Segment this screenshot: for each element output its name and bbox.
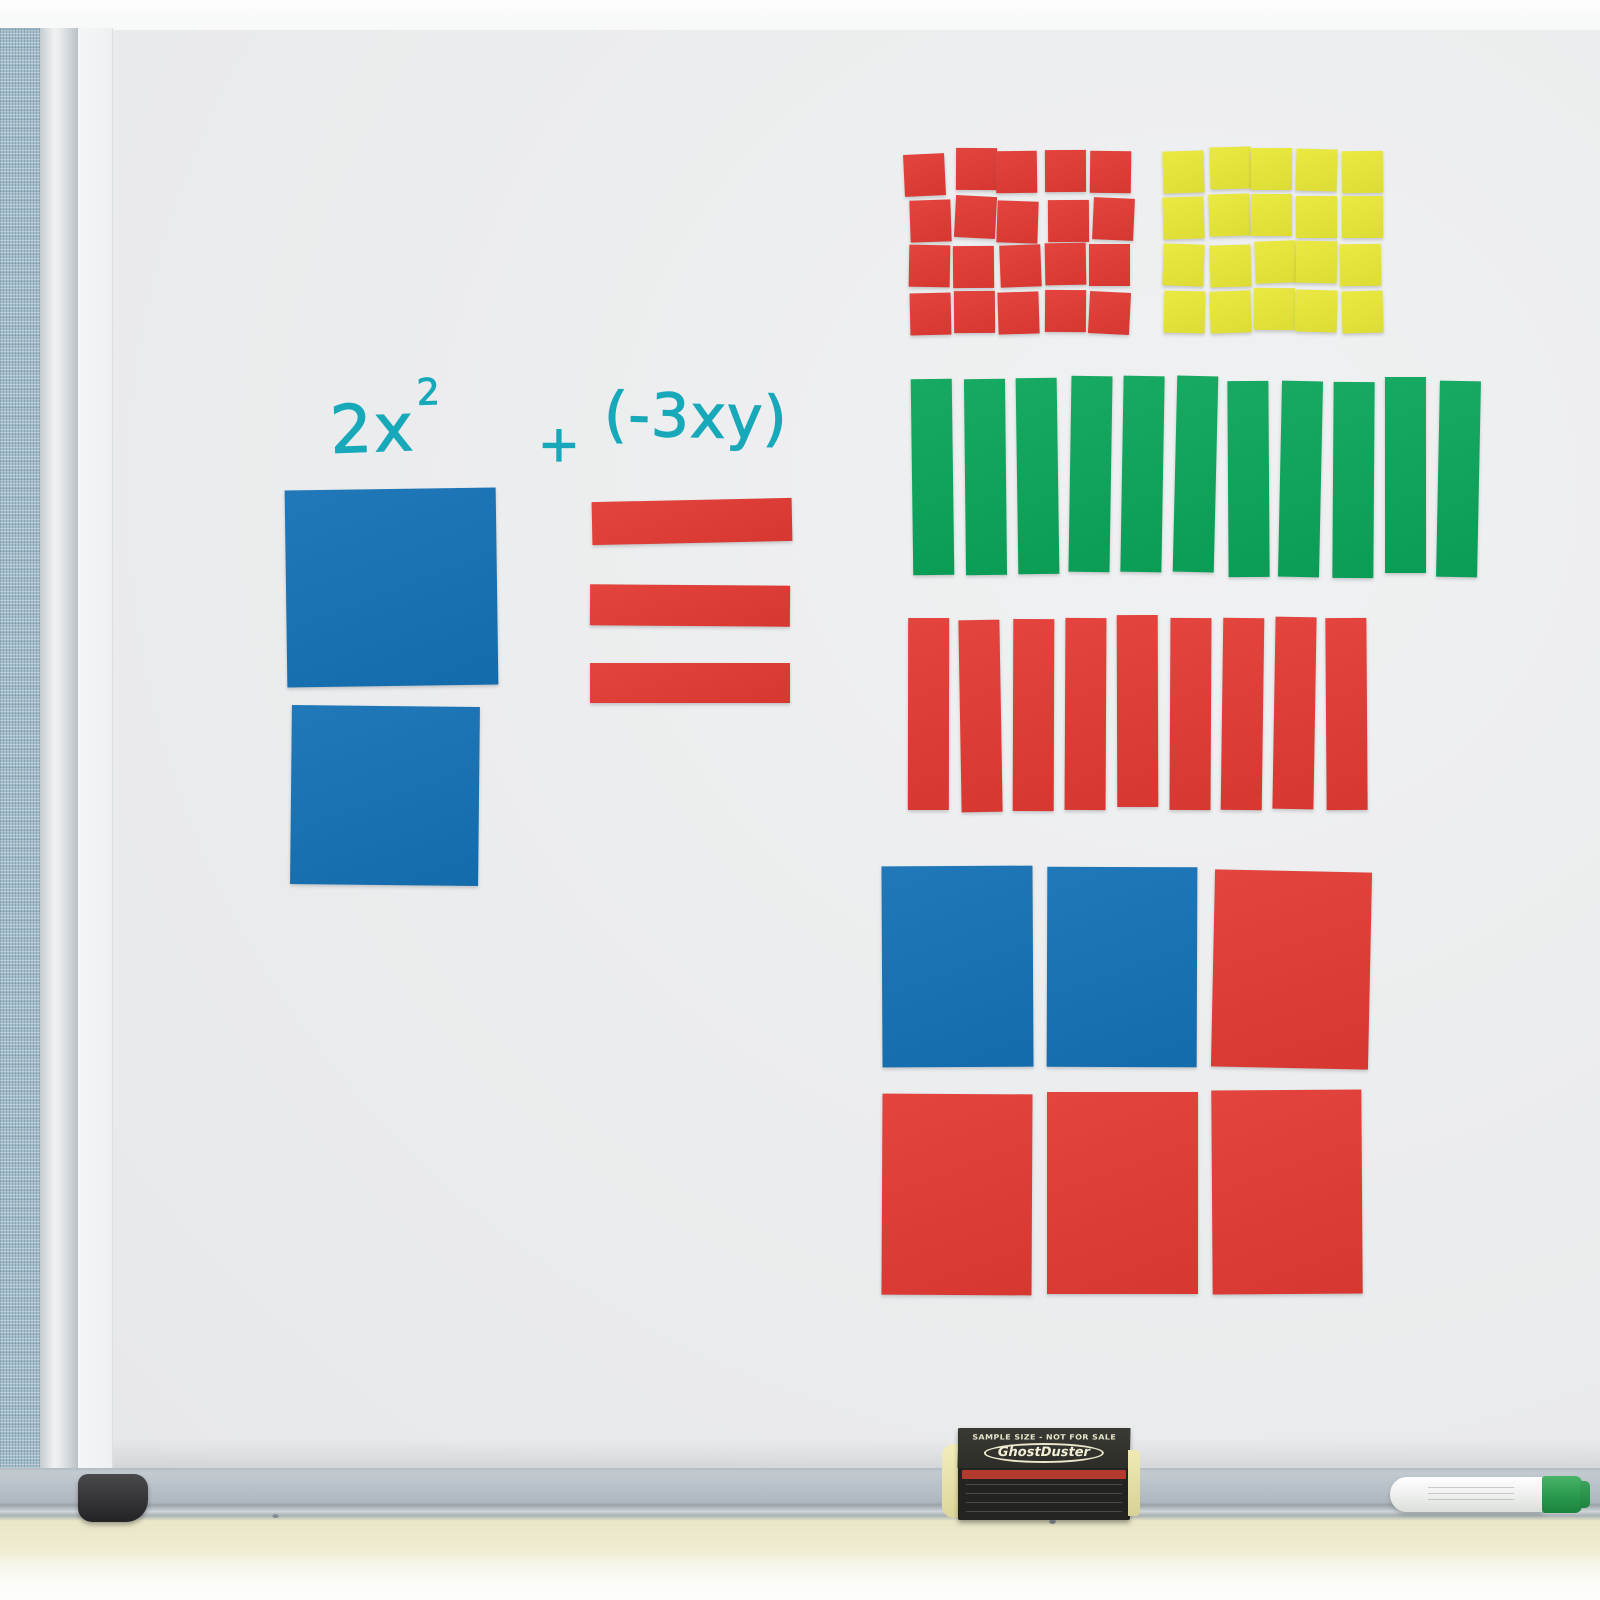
yellow-unit-tile: [1254, 240, 1297, 285]
whiteboard-marker-tray: [0, 1468, 1600, 1600]
tray-rubber-endcap: [78, 1474, 148, 1522]
whiteboard-frame-rail: [40, 28, 78, 1480]
red-unit-tile: [1044, 290, 1086, 333]
red-x-strip-tile: [1220, 617, 1265, 811]
handwriting-term-2x2: 2x2: [328, 369, 443, 469]
handwriting-term-neg3xy: (-3xy): [603, 379, 790, 455]
red-x-strip-tile: [1064, 617, 1107, 810]
red-unit-tile: [909, 199, 952, 243]
yellow-unit-tile: [1339, 243, 1382, 287]
red-unit-tile: [953, 245, 995, 289]
marker-barrel-text: [1428, 1486, 1514, 1500]
yellow-unit-tile: [1253, 287, 1296, 331]
red-unit-tile: [999, 243, 1042, 288]
yellow-unit-tile: [1208, 244, 1252, 288]
large-red-square-tile: [1047, 1092, 1198, 1294]
red-unit-tile: [1045, 150, 1087, 193]
yellow-unit-tile: [1162, 195, 1205, 240]
eraser-label: SAMPLE SIZE - NOT FOR SALE GhostDuster: [957, 1428, 1131, 1468]
handwriting-plus-sign: +: [537, 414, 580, 473]
red-x-strip-tile: [1169, 617, 1211, 811]
yellow-unit-tile: [1208, 193, 1251, 237]
green-x-strip-tile: [910, 378, 955, 576]
yellow-unit-tile: [1209, 290, 1252, 334]
eraser-felt-right: [1128, 1450, 1140, 1516]
red-unit-tile: [1044, 242, 1086, 286]
green-x-strip-tile: [1278, 380, 1324, 578]
yellow-unit-tile: [1295, 195, 1337, 239]
red-x-strip-tile: [1116, 614, 1159, 808]
red-unit-tile: [997, 290, 1040, 335]
large-red-square-tile: [881, 1093, 1033, 1296]
wall-top-band: [0, 0, 1600, 30]
red-unit-tile: [954, 290, 996, 333]
green-x-strip-tile: [1226, 380, 1270, 577]
red-unit-tile: [909, 292, 952, 336]
red-x-strip-tile: [907, 617, 950, 810]
yellow-unit-tile: [1163, 290, 1206, 334]
dry-erase-marker: [1390, 1476, 1592, 1514]
red-unit-tile: [953, 195, 997, 240]
yellow-unit-tile: [1341, 290, 1384, 334]
eraser-body: SAMPLE SIZE - NOT FOR SALE GhostDuster: [957, 1428, 1131, 1520]
large-blue-square-tile: [1046, 866, 1198, 1068]
red-unit-tile: [903, 152, 946, 197]
red-xy-strip-tile: [589, 584, 791, 627]
green-x-strip-tile: [1015, 377, 1060, 575]
red-x-strip-tile: [958, 619, 1003, 813]
yellow-unit-tile: [1251, 147, 1293, 190]
yellow-unit-tile: [1295, 240, 1338, 284]
green-x-strip-tile: [1436, 381, 1481, 578]
red-xy-strip-tile: [591, 497, 793, 546]
red-unit-tile: [1091, 196, 1135, 241]
whiteboard-eraser: SAMPLE SIZE - NOT FOR SALE GhostDuster: [942, 1428, 1140, 1520]
marker-green-cap: [1542, 1476, 1582, 1513]
yellow-unit-tile: [1295, 148, 1338, 192]
blue-x-squared-tile: [290, 705, 480, 886]
red-unit-tile: [955, 148, 997, 191]
green-x-strip-tile: [1332, 381, 1375, 578]
handwriting-exponent: 2: [415, 369, 443, 414]
eraser-fineprint: [966, 1484, 1122, 1512]
red-unit-tile: [1089, 150, 1132, 193]
large-red-square-tile: [1210, 869, 1373, 1070]
eraser-sample-text: SAMPLE SIZE - NOT FOR SALE: [972, 1433, 1117, 1442]
eraser-red-band: [962, 1470, 1126, 1479]
red-xy-strip-tile: [590, 663, 790, 703]
board-bottom-shadow: [0, 1438, 1600, 1468]
yellow-unit-tile: [1162, 150, 1205, 194]
whiteboard-frame-inner-strip: [78, 28, 113, 1480]
red-x-strip-tile: [1012, 619, 1054, 812]
red-unit-tile: [996, 200, 1039, 244]
red-unit-tile: [1088, 291, 1132, 336]
green-x-strip-tile: [963, 378, 1007, 575]
red-x-strip-tile: [1272, 616, 1317, 810]
red-unit-tile: [908, 244, 950, 288]
red-x-strip-tile: [1325, 618, 1369, 811]
fabric-wall-panel: [0, 28, 40, 1480]
red-unit-tile: [996, 151, 1038, 194]
green-x-strip-tile: [1385, 376, 1427, 573]
marker-cap-tip: [1580, 1481, 1590, 1508]
large-red-square-tile: [1211, 1089, 1363, 1295]
yellow-unit-tile: [1341, 195, 1384, 238]
tray-screw: [272, 1513, 279, 1518]
green-x-strip-tile: [1120, 375, 1166, 573]
yellow-unit-tile: [1209, 146, 1252, 190]
yellow-unit-tile: [1295, 289, 1338, 333]
red-unit-tile: [1047, 199, 1090, 243]
green-x-strip-tile: [1068, 375, 1113, 573]
yellow-unit-tile: [1341, 150, 1384, 193]
eraser-brand-oval: GhostDuster: [983, 1443, 1105, 1463]
yellow-unit-tile: [1251, 194, 1293, 237]
handwriting-2x: 2x: [328, 388, 417, 469]
blue-x-squared-tile: [284, 487, 499, 688]
green-x-strip-tile: [1172, 375, 1219, 573]
red-unit-tile: [1088, 243, 1130, 286]
large-blue-square-tile: [881, 865, 1034, 1068]
tray-screw: [1049, 1519, 1056, 1524]
yellow-unit-tile: [1162, 243, 1205, 287]
